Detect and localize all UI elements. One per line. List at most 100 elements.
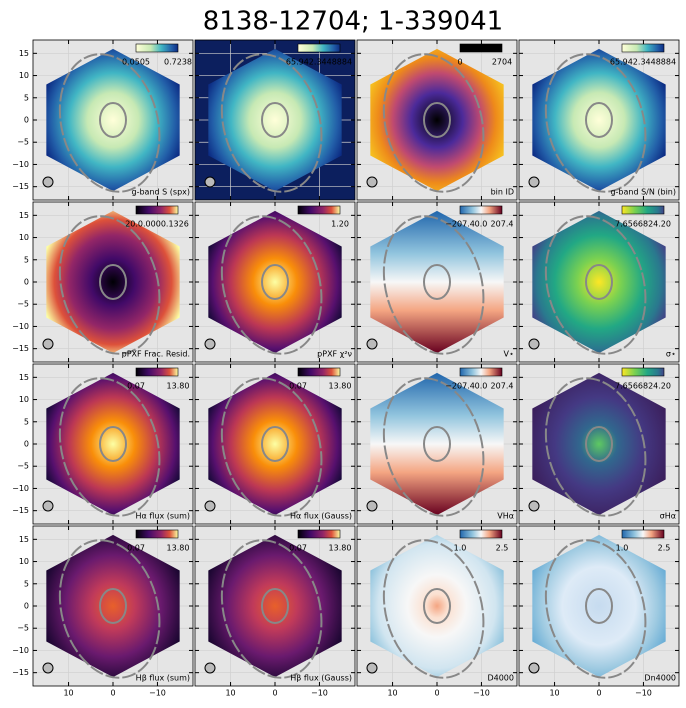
y-tick-label: 0 <box>24 116 29 125</box>
x-tick-label: 0 <box>272 689 277 698</box>
x-tick-label: 0 <box>596 689 601 698</box>
beam <box>204 176 216 188</box>
y-tick-label: 0 <box>24 602 29 611</box>
colorbar-label: 65.942.3448884 <box>610 58 676 67</box>
beam <box>528 500 540 512</box>
y-tick-label: 5 <box>24 255 29 264</box>
contour <box>99 102 127 138</box>
colorbar <box>297 205 341 215</box>
y-tick-label: 5 <box>24 579 29 588</box>
contour <box>220 377 323 517</box>
contour <box>58 215 161 355</box>
map-image <box>370 210 504 354</box>
panel-label: Hα flux (sum) <box>136 512 191 521</box>
y-tick-label: −10 <box>12 484 29 493</box>
contour <box>261 426 289 462</box>
colorbar-label: 20.0.0000.1326 <box>125 220 189 229</box>
y-tick-label: 10 <box>19 71 29 80</box>
map-image <box>370 48 504 192</box>
contour <box>585 264 613 300</box>
x-tick-label: 10 <box>63 689 73 698</box>
beam <box>528 176 540 188</box>
panel-label: pPXF Frac. Resid. <box>122 350 190 359</box>
x-tick-label: 10 <box>225 689 235 698</box>
beam <box>204 500 216 512</box>
contour <box>423 102 451 138</box>
map-image <box>46 48 180 192</box>
map-image <box>532 210 666 354</box>
colorbar-label: 13.80 <box>329 544 352 553</box>
y-tick-label: −5 <box>17 624 29 633</box>
contour <box>99 588 127 624</box>
x-tick-label: −10 <box>149 689 166 698</box>
colorbar <box>459 43 503 53</box>
colorbar-label: 65.942.3448884 <box>286 58 352 67</box>
colorbar-label: 1.0 <box>454 544 467 553</box>
map-image <box>532 48 666 192</box>
x-tick-label: −10 <box>473 689 490 698</box>
contour <box>220 215 323 355</box>
beam <box>366 338 378 350</box>
colorbar-label: 13.80 <box>329 382 352 391</box>
colorbar-label: 0.07 <box>289 382 307 391</box>
panel-label: D4000 <box>487 674 514 683</box>
colorbar-label: 2.5 <box>496 544 509 553</box>
contour <box>585 588 613 624</box>
colorbar-label: 0.07 <box>127 544 145 553</box>
map-image <box>532 372 666 516</box>
colorbar-label: 0.7238 <box>164 58 192 67</box>
beam <box>528 662 540 674</box>
y-tick-label: 10 <box>19 557 29 566</box>
panel-label: σ⋆ <box>666 350 676 359</box>
colorbar-label: 207.4 <box>491 382 514 391</box>
panel-label: g-band S/N (bin) <box>610 188 676 197</box>
y-tick-label: −15 <box>12 344 29 353</box>
contour <box>382 215 485 355</box>
map-image <box>46 372 180 516</box>
colorbar <box>621 529 665 539</box>
colorbar-label: 2704 <box>492 58 512 67</box>
y-tick-label: −5 <box>17 138 29 147</box>
map-image <box>46 534 180 678</box>
map-image <box>208 48 342 192</box>
y-tick-label: 5 <box>24 417 29 426</box>
figure-title: 8138-12704; 1-339041 <box>203 7 503 37</box>
map-image <box>370 372 504 516</box>
contour <box>58 377 161 517</box>
y-tick-label: −15 <box>12 182 29 191</box>
x-tick-label: 0 <box>434 689 439 698</box>
contour <box>99 426 127 462</box>
contour <box>585 426 613 462</box>
colorbar-label: 0.0 <box>475 382 488 391</box>
colorbar <box>297 43 341 53</box>
colorbar <box>459 529 503 539</box>
beam <box>42 176 54 188</box>
contour <box>382 539 485 679</box>
y-tick-label: −15 <box>12 668 29 677</box>
colorbar-label: −207.4 <box>445 382 475 391</box>
contour <box>261 102 289 138</box>
colorbar-label: −207.4 <box>445 220 475 229</box>
panel-label: g-band S (spx) <box>132 188 190 197</box>
contour <box>261 264 289 300</box>
colorbar <box>621 205 665 215</box>
contour <box>261 588 289 624</box>
colorbar-label: 0 <box>457 58 462 67</box>
contour <box>423 426 451 462</box>
panel-label: Hβ flux (Gauss) <box>290 674 352 683</box>
x-tick-label: 10 <box>387 689 397 698</box>
colorbar-label: 7.6566824.20 <box>615 382 671 391</box>
colorbar-label: 1.0 <box>616 544 629 553</box>
colorbar <box>135 529 179 539</box>
y-tick-label: 0 <box>24 440 29 449</box>
y-tick-label: −5 <box>17 462 29 471</box>
contour <box>99 264 127 300</box>
contour <box>58 539 161 679</box>
map-image <box>46 210 180 354</box>
beam <box>366 662 378 674</box>
contour <box>544 377 647 517</box>
contour <box>544 53 647 193</box>
beam <box>528 338 540 350</box>
colorbar <box>459 205 503 215</box>
